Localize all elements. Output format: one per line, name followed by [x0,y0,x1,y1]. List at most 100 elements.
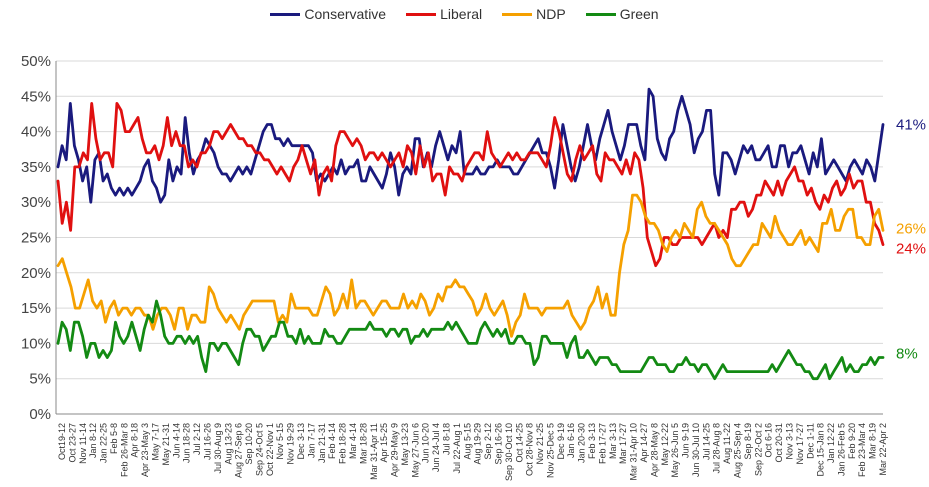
x-tick-label: Sep 10-20 [244,423,254,465]
x-tick-label: Apr 8-18 [130,423,140,458]
legend-swatch [270,12,301,16]
x-tick-label: Feb 4-14 [327,423,337,459]
end-label-conservative: 41% [896,117,926,134]
x-tick-label: Dec 1-11 [805,423,815,459]
x-tick-label: Sep 30-Oct 10 [504,423,514,481]
x-tick-label: Nov 11-14 [78,423,88,464]
x-tick-label: Mar 18-28 [358,423,368,464]
legend-label: NDP [536,6,566,22]
x-tick-label: Apr 14-27 [639,423,649,463]
x-tick-label: Oct 23-27 [67,423,77,463]
legend-swatch [585,12,616,16]
x-tick-label: Sep 24-Oct 5 [254,423,264,476]
x-tick-label: Aug 5-15 [462,423,472,460]
x-tick-label: Sep 2-12 [483,423,493,460]
series-line-liberal [56,102,885,268]
x-tick-label: Jun 24-Jul 4 [431,423,441,472]
y-tick-label: 10% [21,335,51,352]
x-tick-label: Mar 8-19 [868,423,878,459]
y-tick-label: 5% [29,371,51,388]
x-tick-label: Jul 2-12 [192,423,202,455]
x-tick-label: Oct 22-Nov 1 [265,423,275,476]
legend-item-liberal: Liberal [406,6,482,22]
x-tick-label: Sep 22-Oct 2 [753,423,763,476]
y-tick-label: 40% [21,124,51,141]
x-tick-label: Nov 25-Dec 5 [545,423,555,478]
x-tick-label: Nov 17-27 [795,423,805,465]
legend-item-ndp: NDP [502,6,566,22]
x-tick-label: Dec 9-19 [556,423,566,460]
legend: Conservative Liberal NDP Green [0,6,929,22]
x-tick-label: Oct 6-16 [764,423,774,458]
legend-item-conservative: Conservative [270,6,386,22]
x-tick-label: Aug 27-Sep 6 [234,423,244,478]
x-tick-label: Feb 17-27 [597,423,607,464]
x-tick-label: Mar 31-Apr 10 [629,423,639,481]
x-tick-label: Apr 23-May 3 [140,423,150,477]
x-tick-label: May 21-31 [161,423,171,466]
y-tick-label: 35% [21,159,51,176]
x-tick-label: Jan 22-25 [99,423,109,463]
x-tick-label: Jan 6-16 [566,423,576,458]
legend-label: Liberal [440,6,483,22]
x-tick-label: Feb 9-20 [847,423,857,459]
x-tick-label: Mar 4-14 [348,423,358,459]
x-tick-label: Mar 3-13 [608,423,618,459]
x-tick-label: Feb 3-13 [587,423,597,459]
x-tick-label: Jan 7-17 [306,423,316,458]
x-tick-label: Jun 30-Jul 10 [691,423,701,477]
x-tick-label: Jan 21-31 [317,423,327,463]
end-label-liberal: 24% [896,241,926,258]
x-tick-label: Aug 13-23 [223,423,233,465]
x-tick-label: Jul 8-18 [442,423,452,455]
x-tick-label: May 12-22 [660,423,670,466]
x-tick-label: Jul 28-Aug 8 [712,423,722,474]
x-tick-label: Feb 23-Mar 4 [857,423,867,477]
series-line-ndp [56,193,885,338]
y-tick-label: 30% [21,194,51,211]
x-tick-label: Dec 3-13 [296,423,306,460]
x-tick-label: Jul 30-Aug 9 [213,423,223,474]
series-line-green [56,299,885,381]
x-tick-label: Oct 14-25 [514,423,524,463]
x-tick-label: Jul 14-25 [701,423,711,460]
x-tick-label: Oct 28-Nov 8 [525,423,535,476]
end-label-green: 8% [896,346,918,363]
x-tick-label: Jan 20-30 [577,423,587,463]
x-tick-label: Apr 28-May 8 [649,423,659,477]
x-tick-label: May 13-23 [400,423,410,466]
x-tick-label: Jun 4-14 [171,423,181,458]
y-tick-label: 25% [21,230,51,247]
x-tick-label: Dec 15-Jan 8 [816,423,826,477]
x-tick-label: Apr 15-25 [379,423,389,463]
x-tick-label: Jul 22-Aug 1 [452,423,462,474]
legend-swatch [502,12,533,16]
x-tick-label: Sep 16-26 [493,423,503,465]
x-tick-label: Sep 8-19 [743,423,753,460]
legend-item-green: Green [585,6,659,22]
x-tick-label: Jan 26-Feb 5 [836,423,846,476]
x-tick-label: Jan 8-12 [88,423,98,458]
x-tick-label: Oct 20-31 [774,423,784,463]
x-tick-label: Aug 11-22 [722,423,732,464]
y-tick-label: 0% [29,406,51,423]
x-tick-label: Nov 5-15 [275,423,285,460]
x-tick-label: Oct19-12 [57,423,67,460]
legend-swatch [406,12,437,16]
y-tick-label: 20% [21,265,51,282]
x-tick-label: Jul 16-26 [202,423,212,460]
y-tick-label: 45% [21,88,51,105]
legend-label: Green [619,6,659,22]
x-tick-label: Jun 18-28 [182,423,192,463]
y-tick-label: 15% [21,300,51,317]
x-tick-label: Feb 26-Mar 8 [119,423,129,477]
y-tick-label: 50% [21,53,51,70]
x-tick-label: Nov 21-25 [535,423,545,465]
x-tick-label: Jun 10-20 [421,423,431,463]
x-tick-label: May 7-17 [151,423,161,461]
x-tick-label: May 27-Jun 6 [410,423,420,478]
x-tick-label: Feb 18-28 [338,423,348,464]
legend-label: Conservative [304,6,387,22]
x-tick-label: Aug 25-Sep 4 [733,423,743,478]
x-tick-label: Mar 17-27 [618,423,628,464]
